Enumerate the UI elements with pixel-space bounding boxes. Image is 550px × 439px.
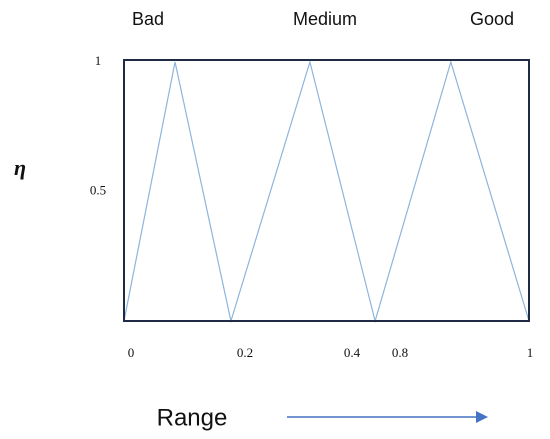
class-label: Good <box>470 9 514 29</box>
x-tick-label: 0.2 <box>237 345 253 360</box>
y-axis-label: η <box>14 155 26 180</box>
arrow-head <box>476 411 488 423</box>
y-tick-label: 1 <box>95 53 102 68</box>
membership-line <box>123 59 530 324</box>
x-tick-label: 1 <box>527 345 534 360</box>
x-tick-label: 0.8 <box>392 345 408 360</box>
x-tick-label: 0 <box>128 345 135 360</box>
x-tick-label: 0.4 <box>344 345 361 360</box>
x-axis-label: Range <box>157 404 228 431</box>
plot-frame <box>123 59 530 322</box>
class-label: Bad <box>132 9 164 29</box>
y-tick-label: 0.5 <box>90 182 106 197</box>
class-label: Medium <box>293 9 357 29</box>
